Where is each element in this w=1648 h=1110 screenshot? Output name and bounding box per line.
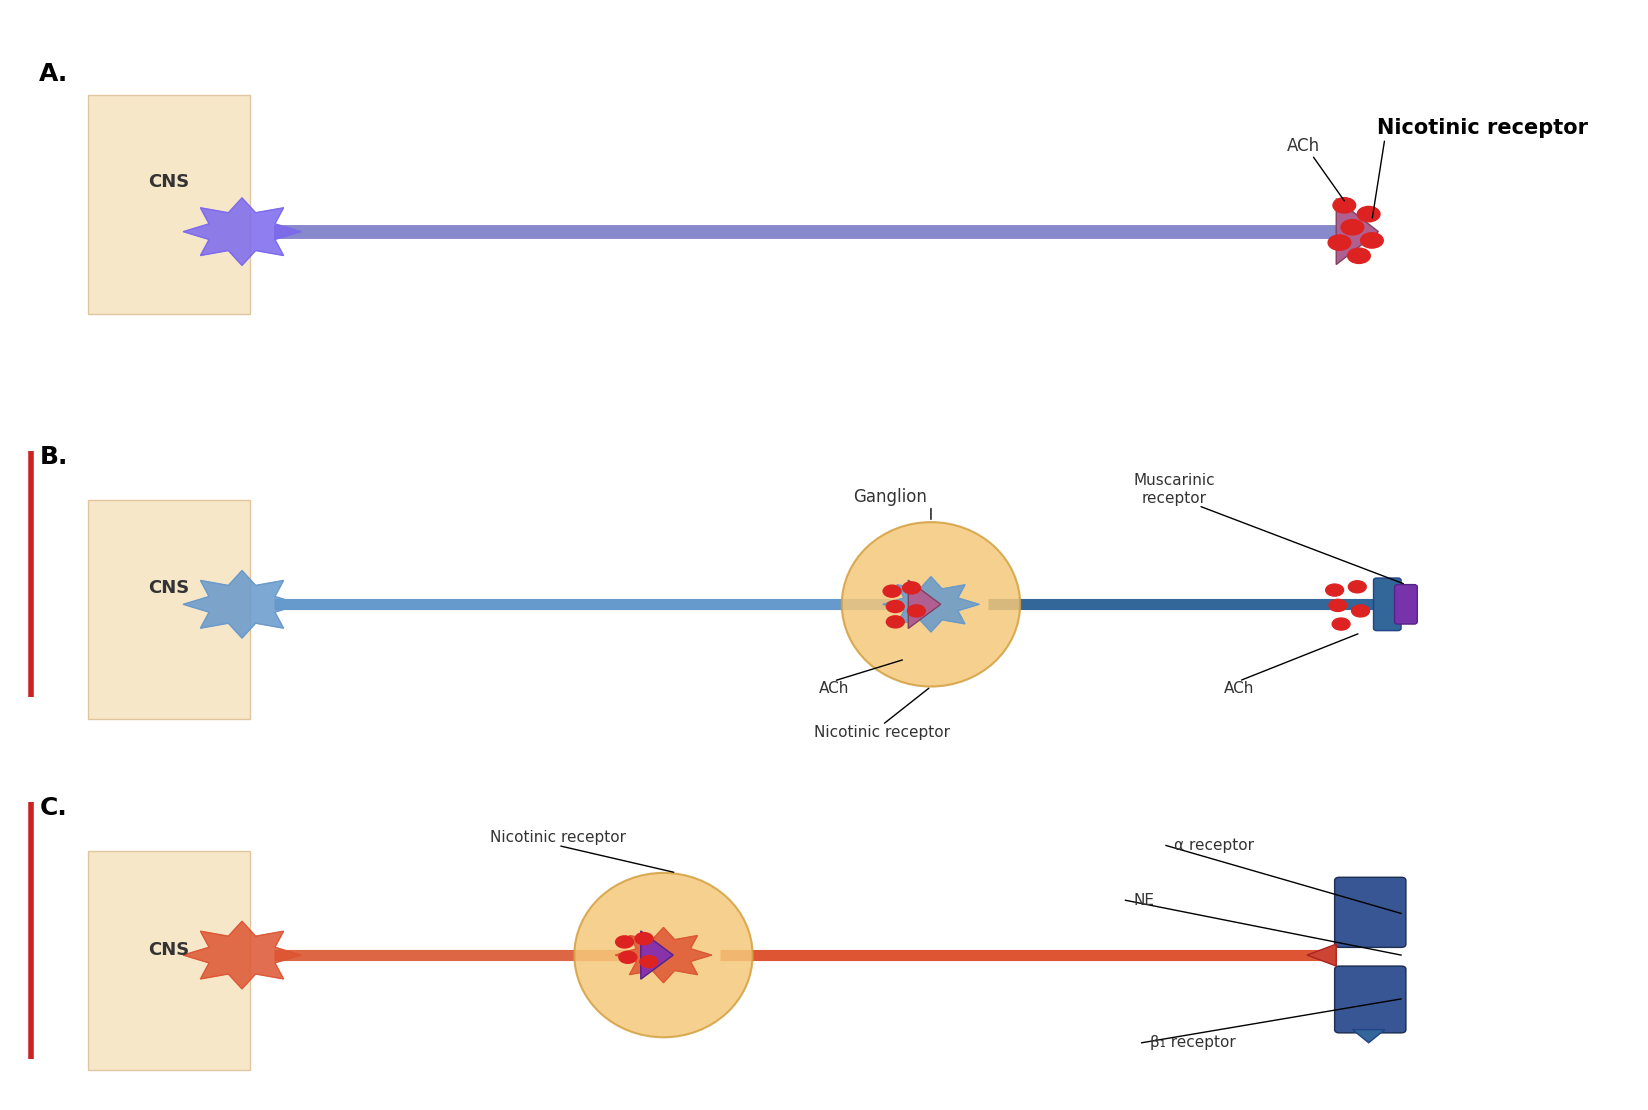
Circle shape [887,616,905,628]
Polygon shape [1337,199,1378,264]
Text: α receptor: α receptor [1173,838,1254,852]
FancyBboxPatch shape [87,501,250,719]
Circle shape [1328,599,1346,612]
Polygon shape [615,928,712,982]
Circle shape [1348,249,1369,263]
Text: C.: C. [40,796,68,820]
Text: ACh: ACh [819,682,849,696]
Text: β₁ receptor: β₁ receptor [1150,1036,1236,1050]
Polygon shape [183,571,302,638]
Text: CNS: CNS [148,173,190,191]
Circle shape [1325,584,1343,596]
Ellipse shape [574,872,753,1037]
Text: Nicotinic receptor: Nicotinic receptor [1376,119,1587,139]
Circle shape [908,605,925,617]
FancyBboxPatch shape [1335,877,1406,948]
Circle shape [620,951,636,963]
Circle shape [1348,581,1366,593]
Circle shape [1341,220,1365,235]
Circle shape [1361,233,1383,249]
Text: B.: B. [40,445,68,470]
Circle shape [903,582,921,594]
Polygon shape [183,921,302,989]
Text: CNS: CNS [148,579,190,597]
Polygon shape [883,577,979,632]
Text: A.: A. [40,62,69,85]
Text: Nicotinic receptor: Nicotinic receptor [814,725,951,740]
FancyBboxPatch shape [87,851,250,1070]
Text: ACh: ACh [1224,682,1254,696]
Polygon shape [908,581,941,628]
Text: Nicotinic receptor: Nicotinic receptor [489,830,626,846]
Circle shape [634,932,653,945]
Polygon shape [1307,945,1337,966]
Circle shape [883,585,901,597]
FancyBboxPatch shape [87,94,250,314]
Circle shape [1333,198,1356,213]
Circle shape [1332,618,1350,630]
Text: Muscarinic
receptor: Muscarinic receptor [1134,473,1215,506]
Text: ACh: ACh [1287,137,1320,155]
FancyBboxPatch shape [1394,585,1417,624]
Text: Ganglion: Ganglion [854,487,928,506]
FancyBboxPatch shape [1373,578,1401,630]
Circle shape [1328,235,1351,250]
Circle shape [1351,605,1369,617]
Polygon shape [183,198,302,265]
Circle shape [887,601,905,613]
Circle shape [616,936,633,948]
FancyBboxPatch shape [1335,966,1406,1033]
Polygon shape [1353,1030,1384,1042]
Text: NE: NE [1134,892,1155,908]
Circle shape [639,956,658,968]
Ellipse shape [842,522,1020,686]
Polygon shape [641,931,672,979]
Text: CNS: CNS [148,940,190,959]
Circle shape [1358,206,1379,222]
